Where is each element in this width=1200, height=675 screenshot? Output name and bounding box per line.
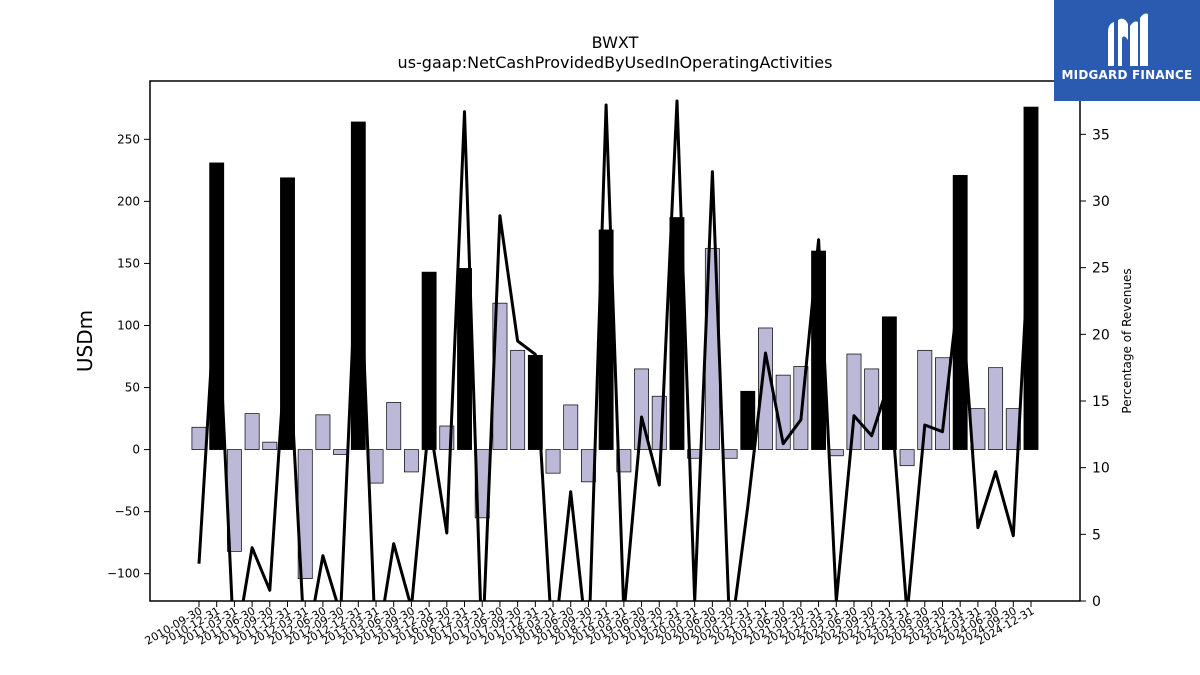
y-tick-label: 200	[117, 194, 140, 208]
bar-2020-12-31	[740, 390, 756, 450]
bar-2022-09-30	[864, 368, 880, 450]
bar-2022-03-31	[828, 449, 844, 457]
y2-tick-label: 35	[1092, 127, 1110, 143]
bar-2013-03-31	[368, 449, 384, 484]
y-tick-label: 0	[132, 443, 140, 457]
bar-2017-09-30	[510, 349, 526, 450]
chart-title: BWXT	[592, 33, 639, 52]
bar-2018-03-31	[545, 449, 561, 474]
bar-2011-09-30	[262, 441, 278, 450]
bar-2023-12-31	[952, 174, 968, 450]
y-axis-label: USDm	[73, 310, 97, 372]
y-tick-label: 50	[125, 381, 140, 395]
plot-frame	[149, 80, 1081, 602]
bars-layer	[191, 106, 1039, 580]
midgard-logo-icon	[1108, 13, 1148, 66]
bar-2022-06-30	[846, 353, 862, 450]
bar-2012-12-31	[350, 121, 366, 450]
bar-2012-06-30	[315, 414, 331, 450]
percentage-of-revenues-line	[197, 99, 1033, 601]
axes-layer: −100−50050100150200250051015202530352010…	[107, 80, 1110, 648]
y2-tick-label: 15	[1092, 394, 1110, 410]
y2-tick-label: 5	[1092, 527, 1101, 543]
bar-2024-12-31	[1023, 106, 1039, 450]
bar-2012-09-30	[333, 449, 349, 455]
bar-2010-09-30	[191, 426, 207, 450]
y-tick-label: −50	[115, 505, 140, 519]
y-tick-label: 150	[117, 256, 140, 270]
bar-2013-06-30	[386, 402, 402, 450]
bar-2024-06-30	[988, 367, 1004, 450]
y-tick-label: 250	[117, 132, 140, 146]
y-tick-label: −100	[107, 567, 140, 581]
bar-2013-09-30	[403, 449, 419, 473]
logo-text: MIDGARD FINANCE	[1061, 68, 1193, 82]
y2-tick-label: 0	[1092, 594, 1101, 610]
bar-2011-06-30	[244, 413, 260, 450]
bar-2023-09-30	[935, 357, 950, 450]
midgard-finance-logo: MIDGARD FINANCE	[1054, 0, 1200, 101]
chart-subtitle: us-gaap:NetCashProvidedByUsedInOperating…	[398, 53, 833, 72]
y2-tick-label: 30	[1092, 194, 1110, 210]
y-tick-label: 100	[117, 318, 140, 332]
line-layer	[197, 99, 1033, 601]
bar-2019-03-31	[616, 449, 632, 473]
y2-tick-label: 25	[1092, 261, 1110, 277]
bar-2013-12-31	[421, 271, 437, 450]
y2-axis-label: Percentage of Revenues	[1120, 268, 1134, 413]
y2-tick-label: 20	[1092, 327, 1110, 343]
y2-tick-label: 10	[1092, 461, 1110, 477]
bar-2020-09-30	[722, 449, 738, 459]
bar-2023-03-31	[899, 449, 915, 467]
bar-2018-06-30	[563, 404, 579, 450]
